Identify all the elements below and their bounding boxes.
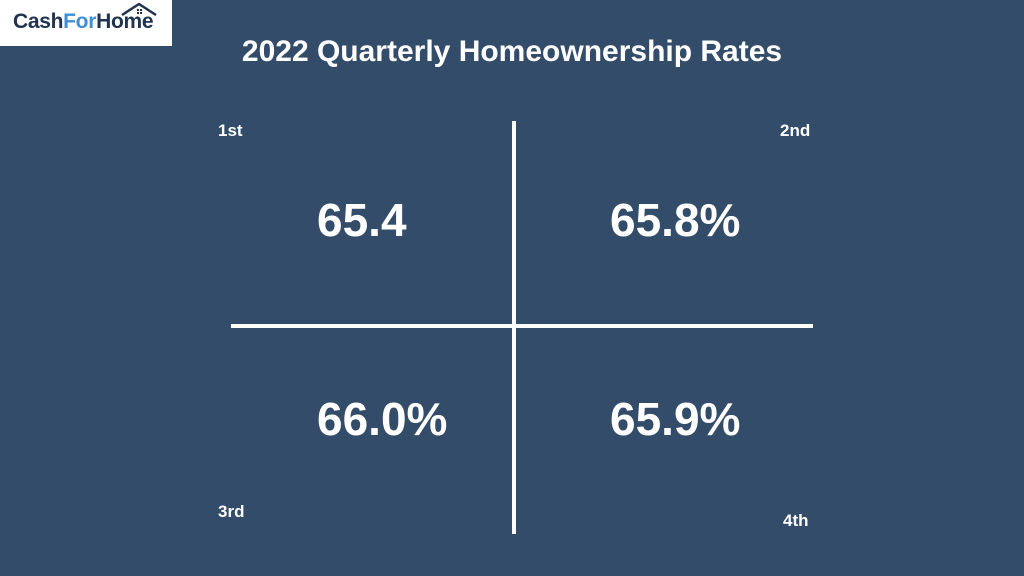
quarter-4-value: 65.9% [610, 393, 741, 445]
logo-text-home: Home [96, 10, 154, 33]
logo-text-for: For [63, 10, 97, 33]
quarter-3-label: 3rd [218, 502, 245, 521]
quarter-1-label: 1st [218, 121, 243, 140]
logo-text-cash: Cash [13, 10, 64, 33]
page-title: 2022 Quarterly Homeownership Rates [241, 35, 783, 68]
quarter-1-value: 65.4 [317, 194, 407, 246]
quarter-3-value: 66.0% [317, 393, 448, 445]
quarter-2-label: 2nd [780, 121, 811, 140]
quarter-2-value: 65.8% [610, 194, 741, 246]
logo: CashForHome [0, 0, 172, 46]
logo-text: CashForHome [13, 9, 154, 35]
horizontal-divider [231, 324, 813, 328]
quarter-4-label: 4th [783, 511, 809, 530]
house-roof-icon [121, 2, 157, 16]
